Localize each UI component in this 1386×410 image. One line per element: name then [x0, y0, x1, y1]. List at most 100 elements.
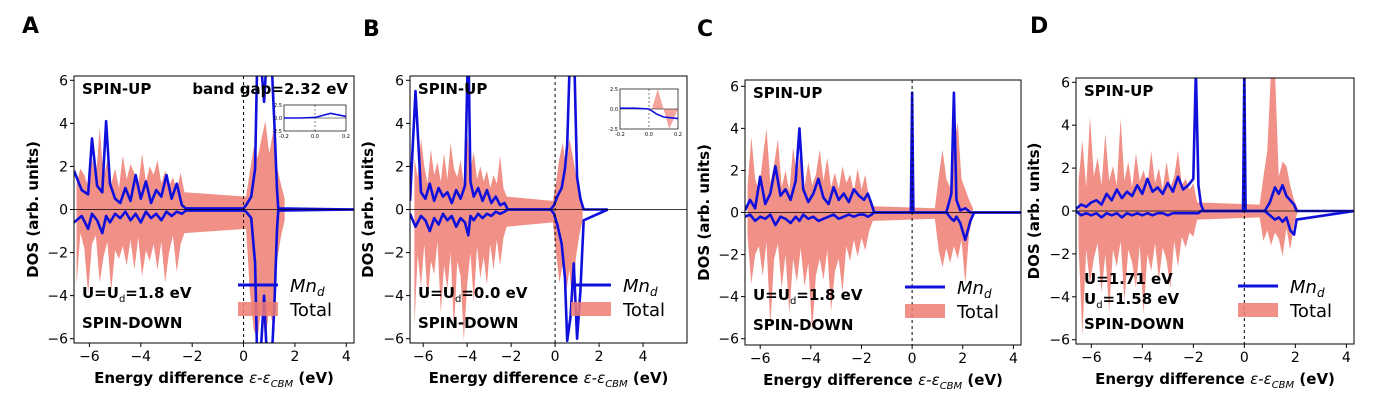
x-tick-label: −6	[413, 349, 434, 365]
x-tick-label: 2	[595, 349, 604, 365]
inset-y-tick-label: 0.0	[274, 116, 282, 122]
y-tick-label: 0	[730, 206, 739, 222]
mnd-dos-spin-up-line	[1076, 78, 1354, 213]
panel-A: A −6 −4 −2 0 2 4 −6 −4 −2 0 2 4 6 Energy difference ε-…	[22, 14, 355, 390]
mnd-dos-spin-down-line	[410, 208, 609, 343]
inset-x-tick-label: -0.2	[615, 132, 625, 138]
x-tick-label: −6	[79, 349, 100, 365]
inset-x-tick-label: 0.2	[342, 134, 350, 140]
total-dos-spin-up-area	[1078, 78, 1298, 211]
x-tick-label: 0	[908, 351, 917, 367]
legend-total-swatch	[1238, 303, 1278, 317]
legend-mnd-label: Mnd	[1290, 277, 1325, 300]
panel-letter: C	[697, 17, 713, 42]
panel-D: D −6 −4 −2 0 2 4 −6 −4 −2 0 2 4 6 Energy difference ε-…	[1025, 14, 1355, 391]
x-tick-label: 0	[239, 349, 248, 365]
y-tick-label: 2	[730, 163, 739, 179]
panel-letter: D	[1030, 14, 1048, 39]
y-tick-label: −2	[383, 246, 404, 262]
y-tick-label: −4	[47, 289, 68, 305]
legend-total-label: Total	[956, 302, 999, 323]
y-tick-label: 6	[395, 73, 404, 89]
u-value-label: U=1.71 eV	[1084, 270, 1173, 288]
y-tick-label: 6	[59, 73, 68, 89]
inset-x-tick-label: -0.2	[279, 134, 289, 140]
spin-up-label: SPIN-UP	[82, 80, 151, 98]
total-dos-spin-down-area	[414, 209, 583, 341]
y-tick-label: 2	[59, 159, 68, 175]
y-tick-label: −2	[47, 246, 68, 262]
y-tick-label: 4	[59, 116, 68, 132]
legend-mnd-label: Mnd	[957, 278, 992, 301]
mnd-dos-spin-down-line	[745, 211, 1021, 242]
panel-C: C −6 −4 −2 0 2 4 −6 −4 −2 0 2 4 6 Energy difference ε-…	[695, 17, 1022, 392]
y-tick-label: 6	[1061, 75, 1070, 91]
total-dos-spin-down-area	[1078, 211, 1298, 336]
x-tick-label: 4	[342, 349, 351, 365]
x-tick-label: 2	[290, 349, 299, 365]
legend-total-swatch	[571, 302, 611, 316]
plot-area	[410, 76, 609, 343]
mnd-dos-spin-down-line	[1076, 209, 1354, 236]
total-dos-spin-up-area	[76, 121, 285, 210]
legend-total-swatch	[238, 302, 278, 316]
y-tick-label: −4	[383, 289, 404, 305]
inset-y-tick-label: 2.5	[610, 87, 618, 93]
y-tick-label: 4	[395, 116, 404, 132]
x-tick-label: −6	[1081, 350, 1102, 366]
x-tick-label: −2	[501, 349, 522, 365]
y-tick-label: −4	[1049, 290, 1070, 306]
inset: -0.2 0.0 0.2 2.5 0.0 -2.5	[608, 87, 682, 138]
y-axis-label: DOS (arb. units)	[1025, 143, 1043, 280]
plot-area	[745, 91, 1021, 333]
legend-total-label: Total	[622, 300, 665, 321]
y-tick-label: 0	[59, 203, 68, 219]
legend-total-label: Total	[1289, 301, 1332, 322]
u-value-label: U=Ud=1.8 eV	[82, 284, 192, 305]
spin-up-label: SPIN-UP	[418, 80, 487, 98]
spin-up-label: SPIN-UP	[1084, 82, 1153, 100]
band-gap-label: band gap=2.32 eV	[192, 80, 348, 98]
x-tick-label: 2	[1291, 350, 1300, 366]
y-tick-label: 2	[395, 159, 404, 175]
x-tick-label: 2	[958, 351, 967, 367]
ud-value-label: Ud=1.58 eV	[1084, 290, 1180, 311]
y-tick-label: −4	[718, 290, 739, 306]
legend-total-swatch	[905, 304, 945, 318]
inset-x-tick-label: 0.0	[645, 132, 653, 138]
inset-y-tick-label: 0.0	[610, 107, 618, 113]
legend-total-label: Total	[289, 300, 332, 321]
y-tick-label: −6	[383, 332, 404, 348]
x-tick-label: −4	[1132, 350, 1153, 366]
spin-down-label: SPIN-DOWN	[418, 314, 518, 332]
total-dos-spin-down-area	[76, 209, 285, 341]
inset-x-tick-label: 0.2	[674, 132, 682, 138]
x-tick-label: −6	[750, 351, 771, 367]
x-axis-label: Energy difference ε-εCBM (eV)	[94, 369, 334, 390]
y-axis-label: DOS (arb. units)	[24, 141, 42, 278]
x-axis-label: Energy difference ε-εCBM (eV)	[429, 369, 669, 390]
y-axis-label: DOS (arb. units)	[695, 144, 713, 281]
panel-B: B −6 −4 −2 0 2 4 −6 −4 −2 0 2 4 6 Energy difference ε-…	[359, 17, 688, 390]
spin-down-label: SPIN-DOWN	[1084, 315, 1184, 333]
y-axis-label: DOS (arb. units)	[359, 141, 377, 278]
inset-y-tick-label: -2.5	[608, 127, 618, 133]
y-tick-label: 4	[1061, 118, 1070, 134]
inset: -0.2 0.0 0.2 2.5 0.0 -2.5	[272, 103, 350, 140]
x-tick-label: −4	[801, 351, 822, 367]
y-tick-label: −2	[1049, 247, 1070, 263]
x-tick-label: −2	[1183, 350, 1204, 366]
y-tick-label: 2	[1061, 161, 1070, 177]
mnd-dos-spin-up-line	[410, 76, 608, 211]
x-tick-label: −4	[130, 349, 151, 365]
x-tick-label: −2	[182, 349, 203, 365]
x-tick-label: 4	[639, 349, 648, 365]
total-dos-spin-up-area	[747, 122, 973, 213]
y-tick-label: −6	[718, 332, 739, 348]
inset-y-tick-label: -2.5	[272, 129, 282, 135]
spin-down-label: SPIN-DOWN	[753, 316, 853, 334]
panel-letter: A	[22, 14, 39, 39]
x-tick-label: −4	[457, 349, 478, 365]
x-tick-label: 0	[1240, 350, 1249, 366]
